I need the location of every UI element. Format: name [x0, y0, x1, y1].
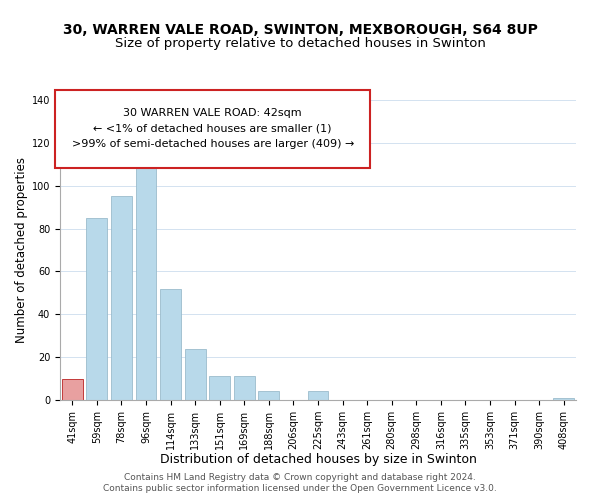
Bar [234, 376, 255, 400]
Bar [86, 218, 107, 400]
X-axis label: Distribution of detached houses by size in Swinton: Distribution of detached houses by size … [160, 454, 476, 466]
Bar [209, 376, 230, 400]
Bar [111, 196, 132, 400]
Bar [185, 348, 206, 400]
Bar [136, 162, 157, 400]
Bar [259, 392, 280, 400]
Text: Size of property relative to detached houses in Swinton: Size of property relative to detached ho… [115, 38, 485, 51]
Text: 30, WARREN VALE ROAD, SWINTON, MEXBOROUGH, S64 8UP: 30, WARREN VALE ROAD, SWINTON, MEXBOROUG… [62, 22, 538, 36]
Text: Contains public sector information licensed under the Open Government Licence v3: Contains public sector information licen… [103, 484, 497, 493]
Bar [160, 288, 181, 400]
Text: Contains HM Land Registry data © Crown copyright and database right 2024.: Contains HM Land Registry data © Crown c… [124, 473, 476, 482]
Bar [553, 398, 574, 400]
Y-axis label: Number of detached properties: Number of detached properties [14, 157, 28, 343]
Bar [62, 378, 83, 400]
Text: 30 WARREN VALE ROAD: 42sqm
← <1% of detached houses are smaller (1)
>99% of semi: 30 WARREN VALE ROAD: 42sqm ← <1% of deta… [71, 108, 354, 150]
Bar [308, 392, 328, 400]
